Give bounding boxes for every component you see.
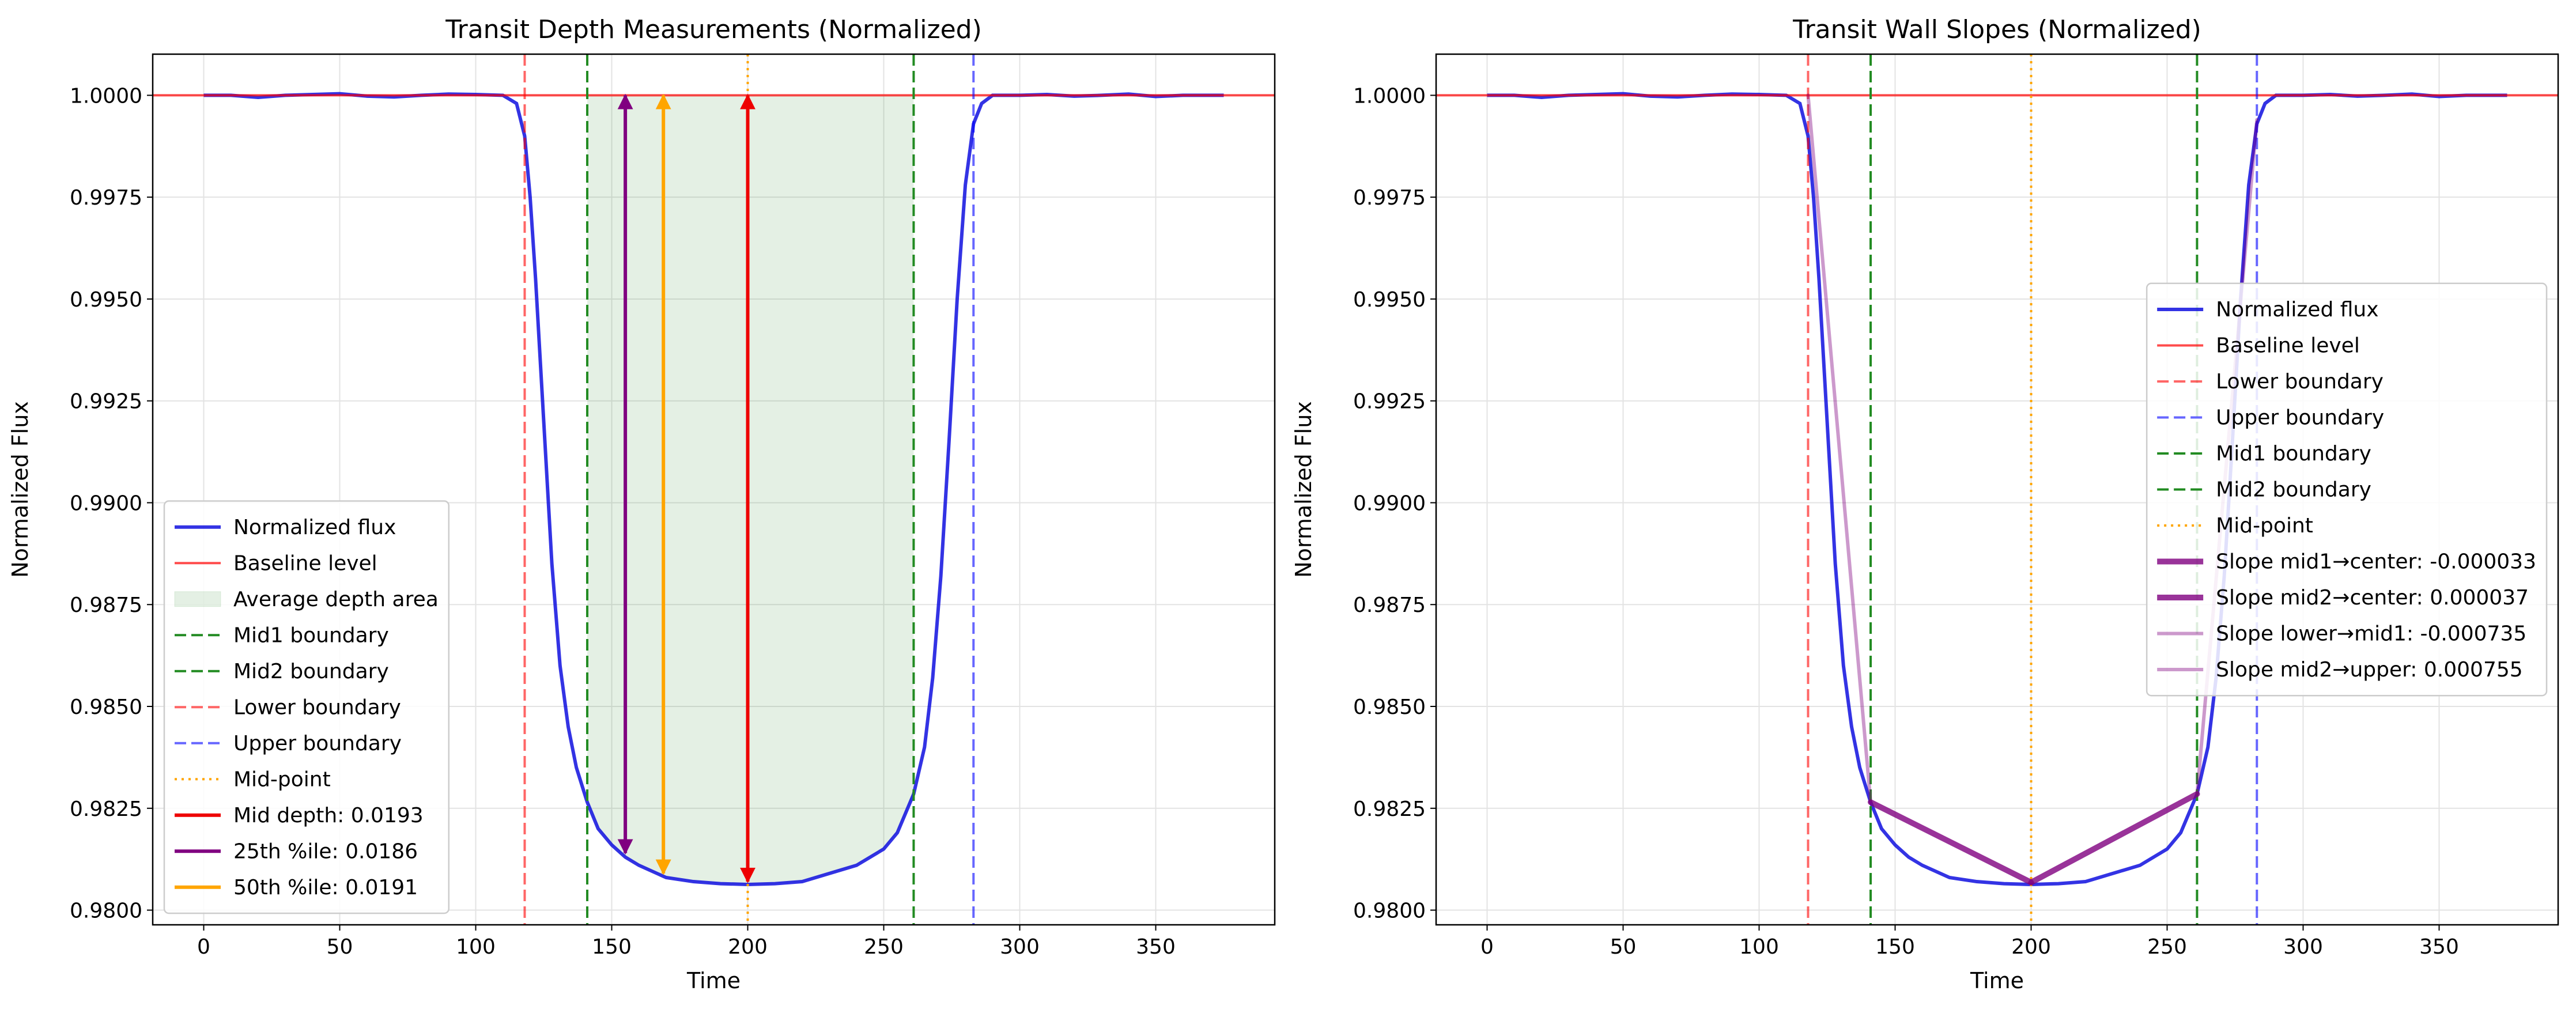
- y-tick-label: 0.9800: [70, 899, 142, 923]
- legend-label: Normalized flux: [233, 516, 396, 539]
- legend-swatch: [174, 591, 221, 607]
- legend-label: Mid-point: [2216, 514, 2313, 538]
- y-tick-label: 0.9850: [70, 695, 142, 719]
- y-tick-label: 0.9950: [70, 288, 142, 312]
- legend-label: Mid-point: [233, 768, 331, 791]
- x-tick-label: 250: [2147, 935, 2187, 959]
- axes-frame: [152, 53, 1276, 926]
- legend-label: Average depth area: [233, 588, 439, 611]
- depth-area: [587, 95, 914, 885]
- legend-label: Mid1 boundary: [233, 623, 389, 647]
- legend-label: Slope lower→mid1: -0.000735: [2216, 622, 2526, 646]
- y-tick-label: 0.9850: [1353, 695, 1426, 719]
- legend-label: Baseline level: [233, 551, 377, 575]
- y-tick-label: 0.9975: [1353, 186, 1426, 210]
- legend-label: Lower boundary: [233, 695, 401, 719]
- y-tick-label: 0.9925: [1353, 390, 1426, 414]
- subplot: 0 50 100 150 200 250 300 350 0.9800 0.9825 0.9850 0…: [7, 15, 1276, 993]
- y-tick-label: 0.9875: [70, 593, 142, 617]
- x-tick-label: 50: [1610, 935, 1637, 959]
- axes-frame: [1435, 53, 2559, 926]
- legend: Normalized flux Baseline level Lower bound…: [2146, 282, 2548, 697]
- x-tick-label: 100: [1739, 935, 1779, 959]
- x-tick-label: 50: [327, 935, 353, 959]
- legend-label: Mid2 boundary: [233, 660, 389, 683]
- x-tick-label: 0: [197, 935, 210, 959]
- x-tick-label: 350: [2419, 935, 2459, 959]
- y-axis-label: Normalized Flux: [7, 401, 33, 578]
- y-tick-label: 0.9800: [1353, 899, 1426, 923]
- plot-area: [153, 54, 1275, 925]
- slope-line: [1868, 799, 2034, 886]
- y-tick-label: 0.9900: [1353, 492, 1426, 515]
- x-tick-label: 200: [728, 935, 768, 959]
- legend-label: Mid depth: 0.0193: [233, 804, 424, 827]
- legend-label: Lower boundary: [2216, 370, 2384, 394]
- legend-label: Mid2 boundary: [2216, 478, 2371, 502]
- x-tick-label: 200: [2011, 935, 2051, 959]
- subplot: 0 50 100 150 200 250 300 350 0.9800 0.9825 0.9850 0…: [1291, 15, 2559, 993]
- legend: Normalized flux Baseline level Average dep…: [163, 500, 450, 914]
- legend-label: Slope mid2→center: 0.000037: [2216, 586, 2529, 610]
- y-tick-label: 0.9825: [1353, 797, 1426, 821]
- legend-label: Slope mid1→center: -0.000033: [2216, 550, 2536, 574]
- legend-label: Normalized flux: [2216, 298, 2378, 322]
- legend-label: 25th %ile: 0.0186: [233, 840, 418, 863]
- y-tick-label: 0.9875: [1353, 593, 1426, 617]
- y-tick-label: 1.0000: [70, 84, 142, 108]
- y-tick-label: 1.0000: [1353, 84, 1426, 108]
- y-tick-label: 0.9975: [70, 186, 142, 210]
- legend-label: Mid1 boundary: [2216, 442, 2371, 466]
- y-tick-label: 0.9925: [70, 390, 142, 414]
- slope-line: [1806, 93, 1873, 804]
- x-axis-label: Time: [1970, 968, 2024, 993]
- y-tick-label: 0.9950: [1353, 288, 1426, 312]
- legend-box: [2146, 282, 2548, 697]
- legend-label: Slope mid2→upper: 0.000755: [2216, 658, 2523, 682]
- legend-label: Upper boundary: [233, 732, 402, 755]
- x-tick-label: 150: [592, 935, 632, 959]
- x-tick-label: 250: [864, 935, 904, 959]
- x-tick-label: 300: [2283, 935, 2323, 959]
- chart-title: Transit Depth Measurements (Normalized): [445, 15, 982, 44]
- legend-label: Baseline level: [2216, 334, 2360, 358]
- x-tick-label: 150: [1875, 935, 1915, 959]
- legend-label: 50th %ile: 0.0191: [233, 876, 418, 899]
- x-tick-label: 350: [1136, 935, 1176, 959]
- y-tick-label: 0.9825: [70, 797, 142, 821]
- x-tick-label: 0: [1480, 935, 1494, 959]
- chart-title: Transit Wall Slopes (Normalized): [1792, 15, 2201, 44]
- legend-box: [163, 500, 450, 914]
- x-tick-label: 100: [456, 935, 496, 959]
- slope-line: [2028, 791, 2200, 886]
- x-tick-label: 300: [1000, 935, 1040, 959]
- y-tick-label: 0.9900: [70, 492, 142, 515]
- legend-label: Upper boundary: [2216, 406, 2384, 430]
- x-axis-label: Time: [686, 968, 741, 993]
- y-axis-label: Normalized Flux: [1291, 401, 1316, 578]
